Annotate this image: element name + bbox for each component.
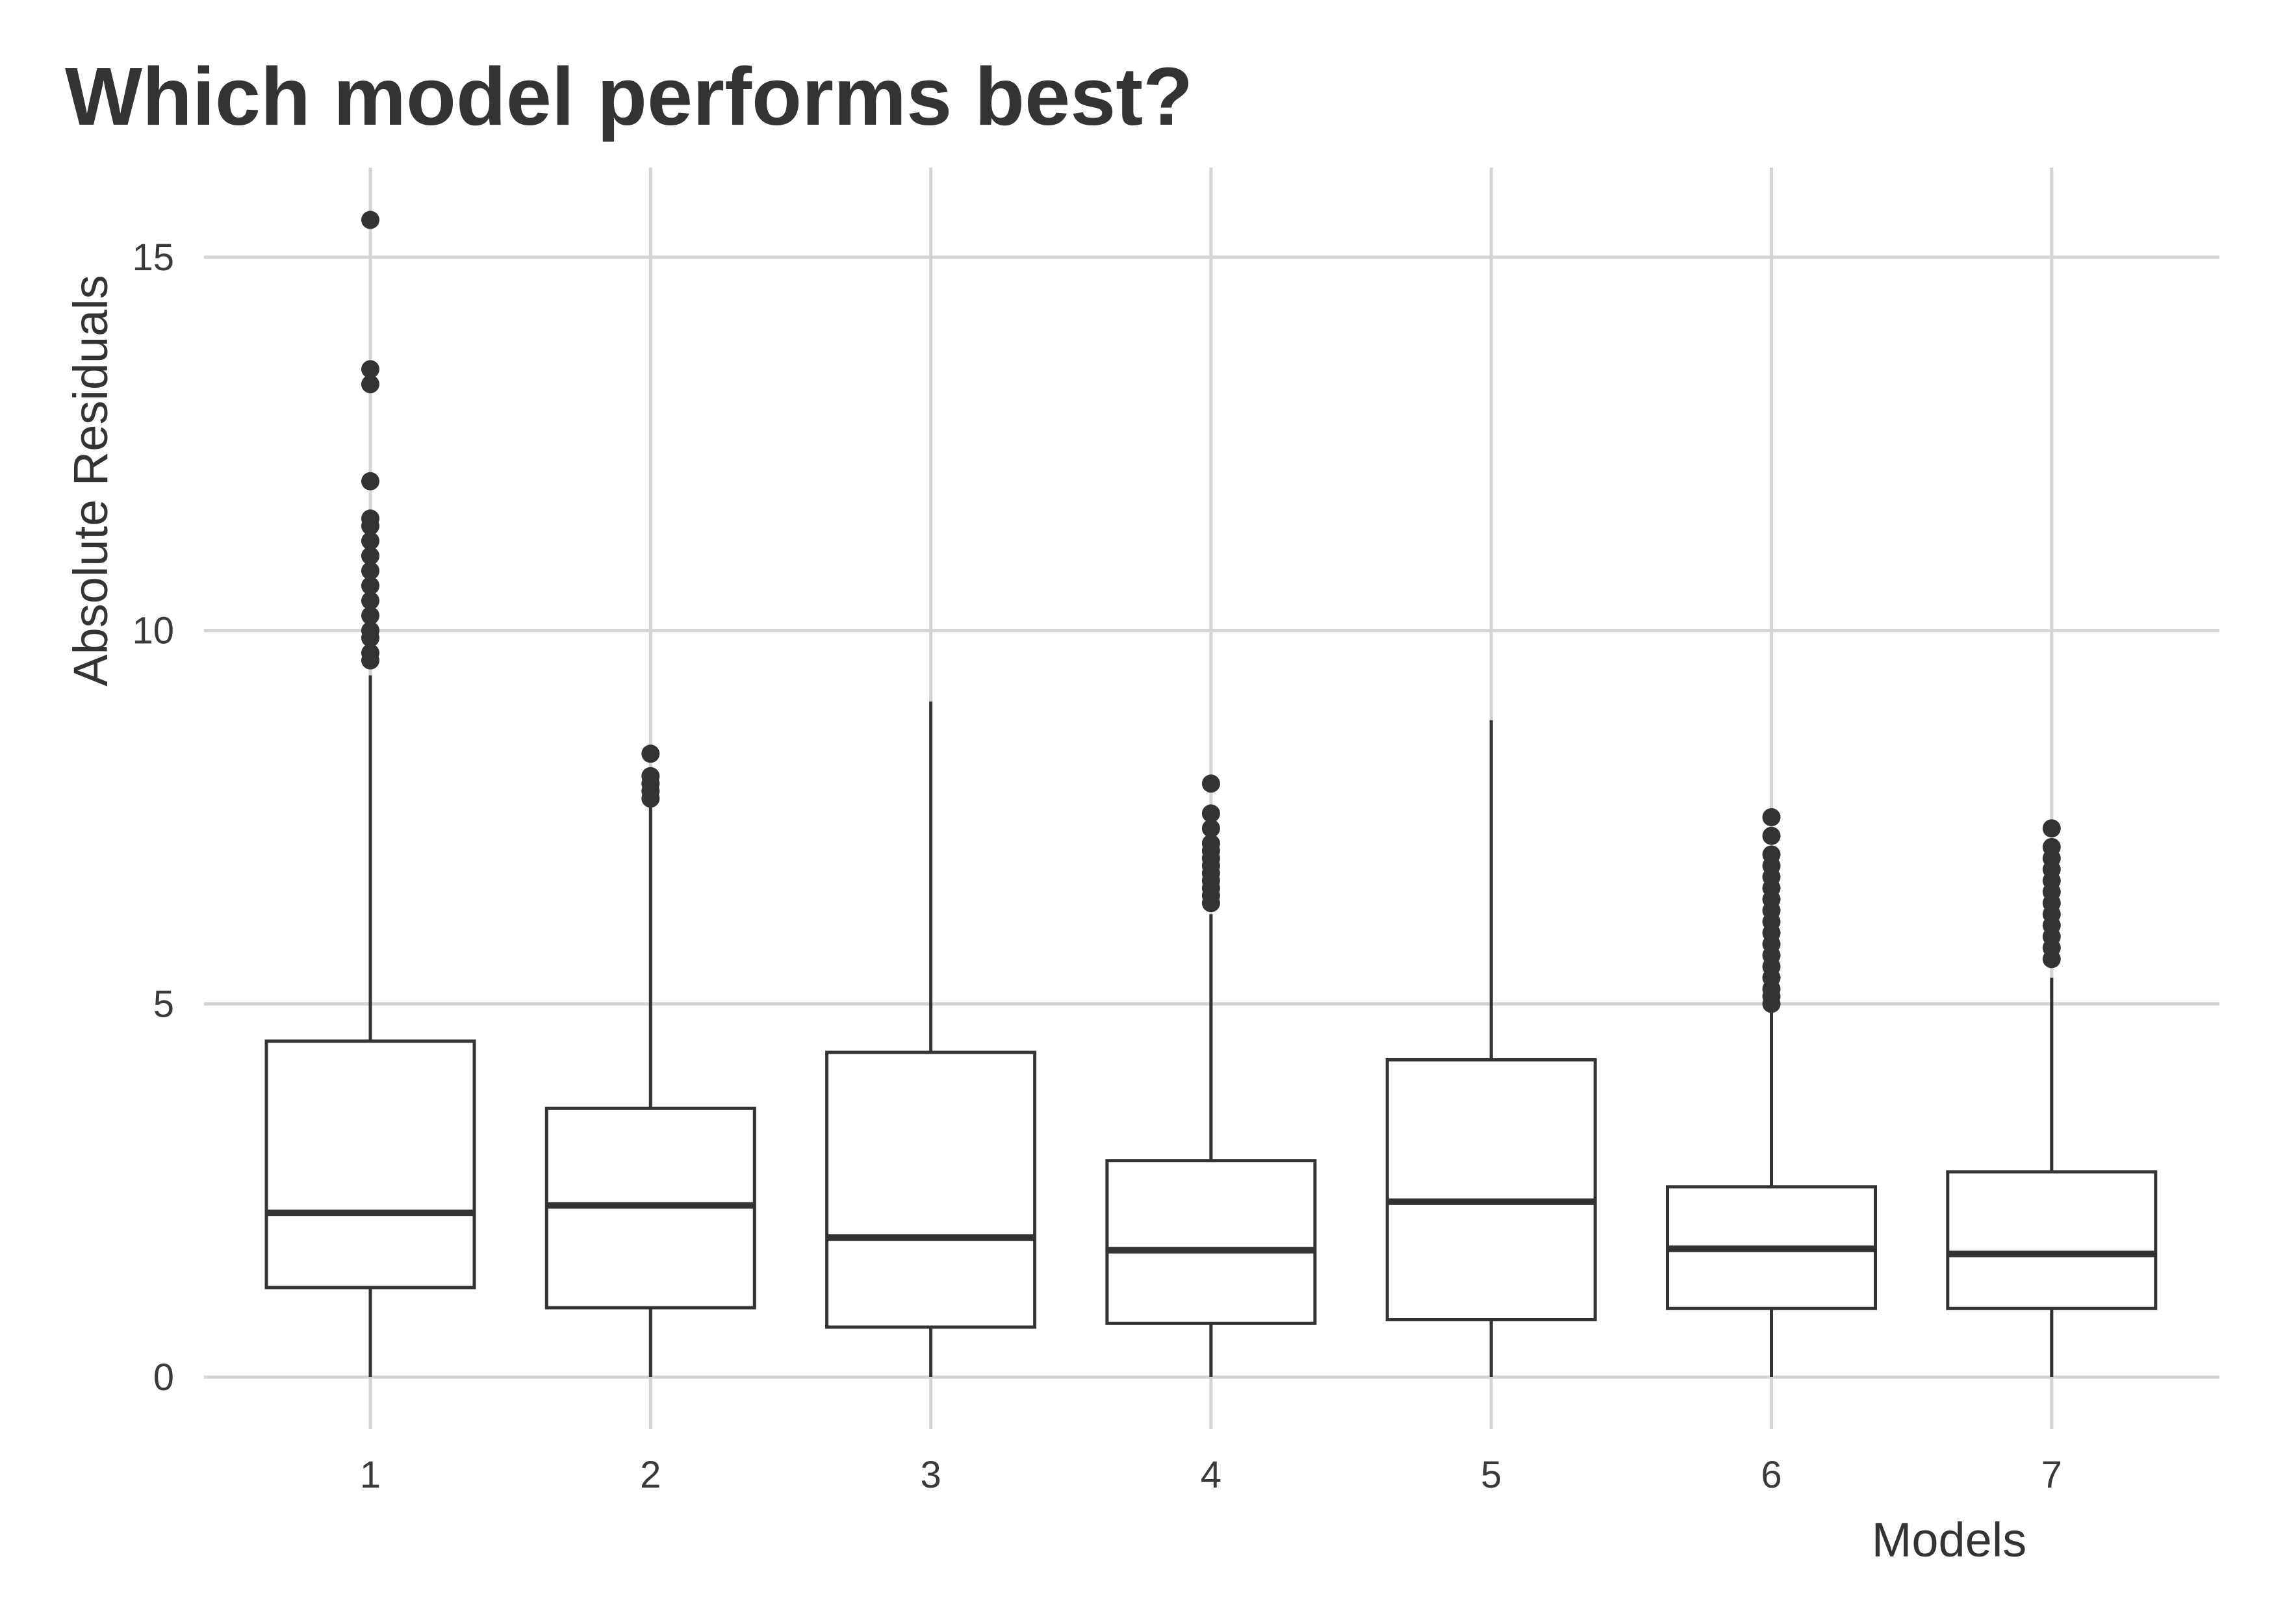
outlier-point xyxy=(1201,804,1220,823)
box-series xyxy=(264,210,2158,1377)
outlier-point xyxy=(1762,845,1781,864)
box-model-2 xyxy=(544,744,756,1377)
box-body xyxy=(1105,1159,1317,1325)
outlier-point xyxy=(361,621,379,640)
x-tick-label: 6 xyxy=(1761,1454,1782,1496)
box-model-7 xyxy=(1946,819,2158,1377)
outlier-point xyxy=(361,472,379,490)
x-tick-label: 7 xyxy=(2041,1454,2062,1496)
outlier-point xyxy=(361,561,379,580)
x-tick-label: 4 xyxy=(1201,1454,1221,1496)
outlier-point xyxy=(361,591,379,610)
outlier-point xyxy=(361,509,379,528)
box-body xyxy=(1385,1058,1597,1322)
y-axis-title: Absolute Residuals xyxy=(64,275,118,686)
box-body xyxy=(825,1050,1037,1329)
y-axis-ticks: 0 5 10 15 xyxy=(132,236,174,1399)
y-tick-label: 15 xyxy=(132,236,174,279)
outlier-point xyxy=(641,767,660,785)
outlier-point xyxy=(361,576,379,595)
outlier-point xyxy=(361,360,379,379)
box-model-1 xyxy=(264,210,476,1377)
box-body xyxy=(264,1039,476,1289)
outlier-point xyxy=(361,546,379,565)
outlier-point xyxy=(641,744,660,763)
outlier-point xyxy=(1762,808,1781,826)
x-tick-label: 1 xyxy=(360,1454,381,1496)
x-axis-ticks: 1 2 3 4 5 6 7 xyxy=(360,1454,2062,1496)
x-tick-label: 5 xyxy=(1481,1454,1501,1496)
box-model-4 xyxy=(1105,774,1317,1377)
outlier-point xyxy=(361,606,379,625)
outlier-point xyxy=(361,531,379,550)
box-model-3 xyxy=(825,701,1037,1377)
outlier-point xyxy=(361,644,379,663)
x-tick-label: 3 xyxy=(920,1454,941,1496)
box-model-5 xyxy=(1385,720,1597,1377)
outlier-point xyxy=(361,210,379,229)
y-tick-label: 10 xyxy=(132,610,174,652)
box-body xyxy=(1946,1170,2158,1310)
x-tick-label: 2 xyxy=(640,1454,661,1496)
outlier-point xyxy=(1201,774,1220,793)
outlier-point xyxy=(361,375,379,394)
box-model-6 xyxy=(1666,808,1877,1377)
x-axis-title: Models xyxy=(1872,1513,2027,1567)
outlier-point xyxy=(1762,826,1781,845)
y-tick-label: 0 xyxy=(153,1356,174,1399)
outlier-point xyxy=(1201,819,1220,838)
y-tick-label: 5 xyxy=(153,983,174,1025)
outlier-point xyxy=(1201,834,1220,853)
chart-title: Which model performs best? xyxy=(65,51,1193,142)
outlier-point xyxy=(2042,819,2061,838)
outlier-point xyxy=(2042,837,2061,856)
